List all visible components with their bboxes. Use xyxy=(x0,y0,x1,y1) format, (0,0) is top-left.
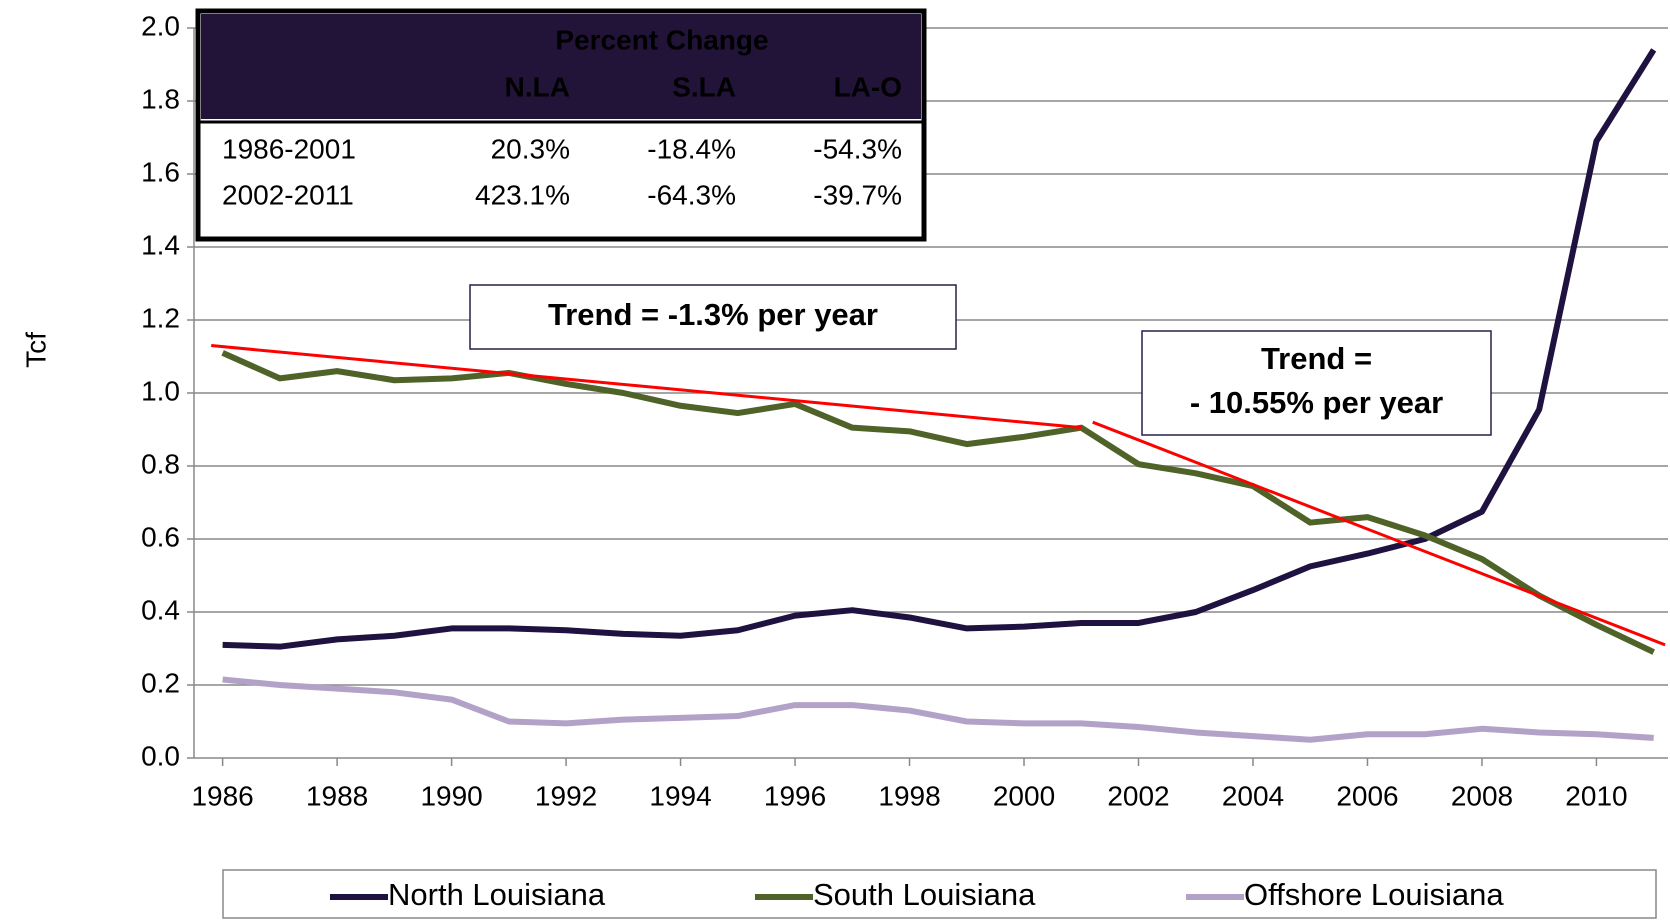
y-tick-label: 0.6 xyxy=(141,521,180,552)
table-column-header: LA-O xyxy=(834,71,902,102)
x-tick-label: 2006 xyxy=(1336,780,1398,811)
legend-label: North Louisiana xyxy=(388,877,606,912)
x-tick-label: 1998 xyxy=(878,780,940,811)
x-tick-label: 1994 xyxy=(649,780,711,811)
y-tick-label: 0.2 xyxy=(141,667,180,698)
table-cell: 20.3% xyxy=(491,133,570,164)
annotation-text: - 10.55% per year xyxy=(1190,385,1443,420)
table-cell: -64.3% xyxy=(647,179,736,210)
table-column-header: S.LA xyxy=(672,71,736,102)
table-cell: 423.1% xyxy=(475,179,570,210)
y-tick-label: 1.0 xyxy=(141,375,180,406)
x-tick-label: 1992 xyxy=(535,780,597,811)
y-tick-label: 1.8 xyxy=(141,83,180,114)
y-tick-label: 1.4 xyxy=(141,229,180,260)
annotation-box xyxy=(1141,330,1492,436)
table-cell: -39.7% xyxy=(813,179,902,210)
x-tick-label: 1990 xyxy=(420,780,482,811)
x-tick-label: 1996 xyxy=(764,780,826,811)
y-tick-label: 1.2 xyxy=(141,302,180,333)
x-tick-label: 2008 xyxy=(1451,780,1513,811)
trend-line xyxy=(211,344,1082,430)
table-header xyxy=(201,14,921,119)
x-tick-label: 1986 xyxy=(191,780,253,811)
series-line xyxy=(222,676,1654,743)
annotation-text: Trend = xyxy=(1261,341,1372,376)
y-tick-label: 0.8 xyxy=(141,448,180,479)
y-tick-label: 0.4 xyxy=(141,594,180,625)
y-tick-label: 0.0 xyxy=(141,740,180,771)
series-line xyxy=(222,48,1657,650)
x-tick-label: 2002 xyxy=(1107,780,1169,811)
annotation-box xyxy=(469,284,957,350)
table-cell: -54.3% xyxy=(813,133,902,164)
x-tick-label: 2004 xyxy=(1222,780,1284,811)
table-cell: -18.4% xyxy=(647,133,736,164)
y-tick-label: 1.6 xyxy=(141,156,180,187)
series-line xyxy=(221,350,1655,655)
trend-line xyxy=(1092,420,1666,647)
legend-label: South Louisiana xyxy=(813,877,1036,912)
y-axis-label: Tcf xyxy=(20,332,51,368)
x-tick-label: 2010 xyxy=(1565,780,1627,811)
annotation-text: Trend = -1.3% per year xyxy=(548,297,878,332)
table-title: Percent Change xyxy=(555,24,768,55)
legend-box xyxy=(222,869,1657,919)
x-tick-label: 1988 xyxy=(306,780,368,811)
table-row-label: 2002-2011 xyxy=(222,179,354,210)
legend-label: Offshore Louisiana xyxy=(1244,877,1504,912)
y-tick-label: 2.0 xyxy=(141,10,180,41)
table-row-label: 1986-2001 xyxy=(222,133,356,164)
x-tick-label: 2000 xyxy=(993,780,1055,811)
table-column-header: N.LA xyxy=(505,71,570,102)
